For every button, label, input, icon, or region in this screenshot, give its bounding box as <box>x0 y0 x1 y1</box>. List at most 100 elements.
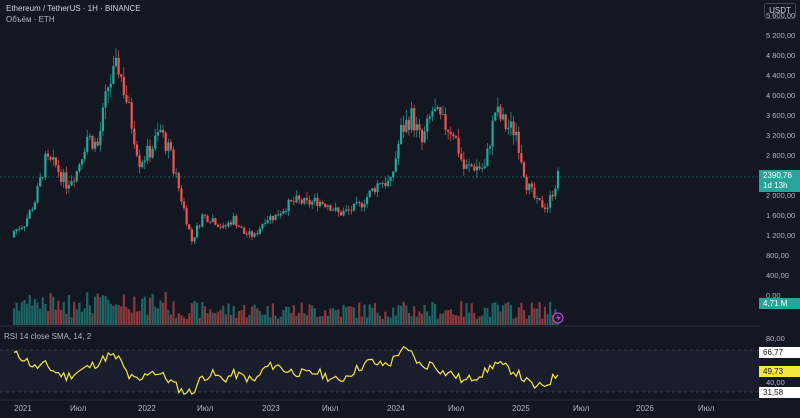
candle-body <box>470 164 473 167</box>
volume-bar <box>18 310 21 325</box>
candle-body <box>436 107 439 110</box>
candle-body <box>109 83 112 88</box>
candle-body <box>530 183 533 188</box>
volume-bar <box>373 302 377 325</box>
candle-body <box>499 106 502 120</box>
candle-body <box>365 196 369 205</box>
volume-bar <box>258 310 261 325</box>
volume-bar <box>399 305 403 325</box>
currency-button[interactable]: USDT <box>764 3 796 19</box>
candle-body <box>49 156 52 160</box>
candle-body <box>154 135 157 149</box>
candle-body <box>420 129 424 143</box>
volume-bar <box>91 313 94 325</box>
candle-body <box>551 195 554 197</box>
volume-bar <box>347 306 350 325</box>
price-axis-label: 3 200,00 <box>766 131 796 140</box>
volume-bar <box>279 316 282 325</box>
price-axis-label: 5 600,00 <box>766 11 796 20</box>
volume-bar <box>146 314 149 325</box>
volume-bar <box>360 316 363 325</box>
volume-bar <box>345 307 348 325</box>
volume-bar <box>75 309 78 325</box>
volume-bar <box>237 310 241 325</box>
volume-bar <box>381 318 384 325</box>
candle-body <box>41 177 44 178</box>
bolt-icon[interactable] <box>552 312 564 324</box>
candle-body <box>501 114 505 120</box>
bar-countdown: 1d 13h <box>763 181 788 190</box>
volume-bar <box>190 303 193 325</box>
candle-body <box>321 201 324 204</box>
volume-bar <box>138 310 141 325</box>
candle-body <box>538 198 541 201</box>
rsi-sma-tag: 49,73 <box>759 366 800 377</box>
time-axis-label: Июл <box>573 404 590 413</box>
volume-bar <box>216 311 220 325</box>
candle-body <box>290 199 293 202</box>
candle-body <box>182 201 186 209</box>
candle-body <box>467 164 471 166</box>
volume-bar <box>120 306 123 325</box>
volume-bar <box>88 305 91 325</box>
candle-body <box>261 223 264 229</box>
volume-bar <box>515 317 518 325</box>
volume-bar <box>541 318 544 325</box>
candle-body <box>517 131 520 154</box>
candle-body <box>271 215 275 221</box>
volume-bar <box>290 313 293 325</box>
price-axis-label: 5 200,00 <box>766 31 796 40</box>
candle-body <box>206 215 209 222</box>
candle-body <box>376 183 379 193</box>
volume-bar <box>449 309 452 325</box>
candle-body <box>405 119 408 132</box>
volume-bar <box>277 318 280 325</box>
volume-bar <box>20 302 23 325</box>
volume-bar <box>297 312 301 325</box>
volume-bar <box>31 305 34 325</box>
candle-body <box>541 200 544 208</box>
candle-body <box>46 153 50 157</box>
candle-body <box>180 188 183 202</box>
volume-bar <box>169 314 173 325</box>
candle-body <box>352 203 356 211</box>
candle-body <box>494 112 497 121</box>
candle-body <box>423 131 426 143</box>
volume-bar <box>494 302 497 325</box>
rsi-legend[interactable]: RSI 14 close SMA, 14, 2 <box>4 332 92 341</box>
volume-bar <box>475 318 479 325</box>
candles-pane[interactable] <box>12 48 560 245</box>
volume-legend[interactable]: Объём · ETH <box>6 15 55 24</box>
symbol-title[interactable]: Ethereum / TetherUS · 1Н · BINANCE <box>6 4 141 13</box>
volume-bar <box>413 306 416 325</box>
candle-body <box>447 129 450 132</box>
volume-bar <box>460 301 463 325</box>
volume-bar <box>28 295 31 325</box>
volume-bar <box>46 310 50 325</box>
volume-bar <box>486 308 489 325</box>
candle-body <box>219 226 222 228</box>
volume-bar <box>305 315 309 325</box>
candle-body <box>91 135 94 149</box>
volume-bar <box>80 311 84 325</box>
candle-body <box>277 214 280 216</box>
volume-bar <box>117 305 120 325</box>
volume-bar <box>431 302 434 325</box>
volume-bar <box>154 306 157 325</box>
volume-bar <box>504 303 507 325</box>
candle-body <box>462 159 465 169</box>
candle-body <box>31 209 34 211</box>
volume-bar <box>509 305 513 325</box>
candle-body <box>78 164 81 172</box>
candle-body <box>350 210 353 212</box>
volume-bar <box>402 301 405 325</box>
candle-body <box>214 218 217 225</box>
volume-bar <box>488 316 492 325</box>
volume-bar <box>467 312 471 325</box>
volume-bar <box>428 315 431 325</box>
candle-body <box>80 159 84 165</box>
candle-body <box>193 237 196 242</box>
volume-bar <box>426 311 429 325</box>
volume-bar <box>78 302 81 325</box>
